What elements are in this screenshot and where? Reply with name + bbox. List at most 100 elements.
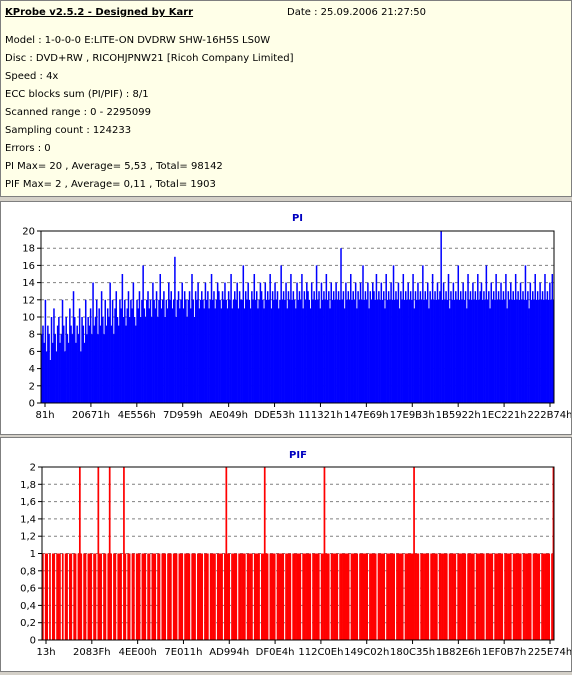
bar (548, 554, 550, 641)
bar (510, 554, 512, 641)
info-line-pi-stats: PI Max= 20 , Average= 5,53 , Total= 9814… (5, 161, 223, 172)
bar (393, 554, 395, 641)
y-tick-label: 0 (30, 636, 36, 647)
bar (221, 554, 223, 641)
bar (383, 554, 385, 641)
bar (348, 554, 350, 641)
bar (309, 554, 311, 641)
app-title: KProbe v2.5.2 - Designed by Karr (5, 7, 193, 18)
y-tick-label: 0,8 (20, 566, 36, 577)
bar (164, 554, 166, 641)
bar (299, 554, 301, 641)
y-tick-label: 0,4 (20, 601, 36, 612)
y-tick-label: 10 (22, 313, 35, 324)
x-tick-label: AE049h (209, 410, 248, 421)
y-tick-label: 1,8 (20, 480, 36, 491)
x-tick-label: 1B5922h (436, 410, 481, 421)
bar (75, 554, 77, 641)
x-tick-label: 111321h (298, 410, 343, 421)
y-tick-label: 12 (22, 295, 35, 306)
bar (235, 554, 237, 641)
y-tick-label: 2 (29, 381, 35, 392)
bar (49, 554, 51, 641)
pif-chart: PIF00,20,40,60,811,21,41,61,8213h 2083Fh 4… (1, 438, 571, 671)
bar (251, 554, 253, 641)
chart-title: PI (292, 213, 303, 224)
bar (214, 554, 216, 641)
x-tick-label: 2083Fh (73, 647, 111, 658)
bar (124, 554, 126, 641)
bar (289, 554, 291, 641)
bar (62, 554, 64, 641)
x-tick-label: 112C0Eh (298, 647, 343, 658)
y-tick-label: 8 (29, 330, 35, 341)
bar (402, 554, 404, 641)
bar (258, 554, 260, 641)
bar (159, 554, 161, 641)
bar (144, 554, 146, 641)
x-tick-label: DDE53h (254, 410, 295, 421)
info-line-pif-stats: PIF Max= 2 , Average= 0,11 , Total= 1903 (5, 179, 216, 190)
bar (181, 554, 183, 641)
x-tick-label: AD994h (209, 647, 249, 658)
x-tick-label: 1EF0B7h (482, 647, 526, 658)
x-tick-label: 222B74h (527, 410, 571, 421)
bar (85, 554, 87, 641)
x-tick-label: 17E9B3h (390, 410, 435, 421)
bar (436, 554, 438, 641)
y-tick-label: 1 (30, 549, 36, 560)
y-tick-label: 2 (30, 463, 36, 474)
bar (274, 554, 276, 641)
bar (328, 554, 330, 641)
info-panel: KProbe v2.5.2 - Designed by Karr Date : … (0, 0, 572, 197)
bar (188, 554, 190, 641)
y-tick-label: 0,6 (20, 584, 36, 595)
pif-chart-panel: PIF 0 0,2 0,4 0,6 0,8 1 1,2 1,4 1,6 1,8 2 13h 2083Fh 4… (0, 437, 572, 672)
bar (375, 554, 377, 641)
y-tick-label: 1,4 (20, 514, 36, 525)
bar (501, 554, 503, 641)
bar (70, 554, 72, 641)
pi-chart-panel: PI 0 2 4 6 8 10 12 14 16 18 20 81h 20671h 4E556h 7D959h… (0, 201, 572, 435)
x-tick-label: 180C35h (390, 647, 435, 658)
bar (154, 554, 156, 641)
bar (244, 554, 246, 641)
y-tick-label: 4 (29, 364, 35, 375)
info-line-range: Scanned range : 0 - 2295099 (5, 107, 151, 118)
x-tick-label: 7D959h (163, 410, 203, 421)
bar (207, 554, 209, 641)
bar (129, 554, 131, 641)
bar (228, 554, 230, 641)
y-tick-label: 20 (22, 227, 35, 238)
x-tick-label: 1B82E6h (436, 647, 481, 658)
bar (139, 554, 141, 641)
y-tick-label: 16 (22, 261, 35, 272)
bar (120, 554, 122, 641)
bar (66, 554, 68, 641)
bar (59, 554, 61, 641)
bar (356, 554, 358, 641)
y-tick-label: 1,2 (20, 532, 36, 543)
bar (201, 554, 203, 641)
info-line-model: Model : 1-0-0-0 E:LITE-ON DVDRW SHW-16H5… (5, 35, 270, 46)
bar (454, 554, 456, 641)
info-line-disc: Disc : DVD+RW , RICOHJPNW21 [Ricoh Compa… (5, 53, 294, 64)
bar (53, 554, 55, 641)
bar (176, 554, 178, 641)
info-line-speed: Speed : 4x (5, 71, 58, 82)
bar (336, 554, 338, 641)
info-line-ecc: ECC blocks sum (PI/PIF) : 8/1 (5, 89, 149, 100)
bar (149, 554, 151, 641)
bar (95, 554, 97, 641)
y-tick-label: 0,2 (20, 618, 36, 629)
bar (491, 554, 493, 641)
bar (115, 554, 117, 641)
bar (110, 554, 112, 641)
x-tick-label: 4E556h (118, 410, 156, 421)
x-tick-label: 1EC221h (482, 410, 527, 421)
bar (446, 554, 448, 641)
bar (105, 554, 107, 641)
bar (464, 554, 466, 641)
y-tick-label: 14 (22, 278, 35, 289)
bar (427, 554, 429, 641)
